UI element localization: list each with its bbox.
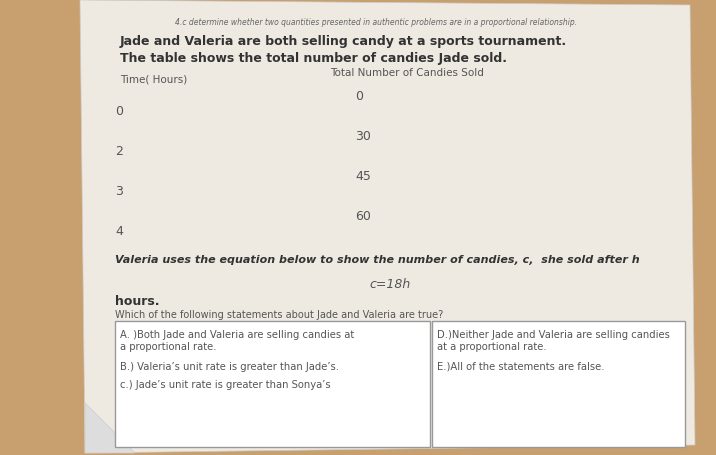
Text: 4: 4 (115, 224, 123, 238)
Text: hours.: hours. (115, 294, 160, 307)
Text: Time( Hours): Time( Hours) (120, 75, 188, 85)
Text: c=18h: c=18h (369, 278, 410, 290)
Bar (115, 321, 430, 447)
Text: A. )Both Jade and Valeria are selling candies at: A. )Both Jade and Valeria are selling ca… (120, 329, 354, 339)
Text: c.) Jade’s unit rate is greater than Sonya’s: c.) Jade’s unit rate is greater than Son… (120, 379, 331, 389)
Text: D.)Neither Jade and Valeria are selling candies: D.)Neither Jade and Valeria are selling … (437, 329, 670, 339)
Text: Which of the following statements about Jade and Valeria are true?: Which of the following statements about … (115, 309, 443, 319)
Text: E.)All of the statements are false.: E.)All of the statements are false. (437, 361, 604, 371)
Text: B.) Valeria’s unit rate is greater than Jade’s.: B.) Valeria’s unit rate is greater than … (120, 361, 339, 371)
Text: 4.c determine whether two quantities presented in authentic problems are in a pr: 4.c determine whether two quantities pre… (175, 18, 577, 27)
Bar (432, 321, 685, 447)
Text: 30: 30 (355, 130, 371, 143)
Text: 2: 2 (115, 145, 123, 157)
Text: The table shows the total number of candies Jade sold.: The table shows the total number of cand… (120, 52, 507, 65)
Polygon shape (80, 1, 695, 453)
Text: 0: 0 (115, 105, 123, 118)
Text: 60: 60 (355, 210, 371, 222)
Text: 45: 45 (355, 170, 371, 182)
Text: Jade and Valeria are both selling candy at a sports tournament.: Jade and Valeria are both selling candy … (120, 35, 567, 48)
Text: Valeria uses the equation below to show the number of candies, c,  she sold afte: Valeria uses the equation below to show … (115, 254, 639, 264)
Text: a proportional rate.: a proportional rate. (120, 341, 216, 351)
Text: 0: 0 (355, 90, 363, 103)
Text: Total Number of Candies Sold: Total Number of Candies Sold (330, 68, 484, 78)
Text: 3: 3 (115, 185, 123, 197)
Polygon shape (85, 403, 135, 453)
Text: at a proportional rate.: at a proportional rate. (437, 341, 546, 351)
